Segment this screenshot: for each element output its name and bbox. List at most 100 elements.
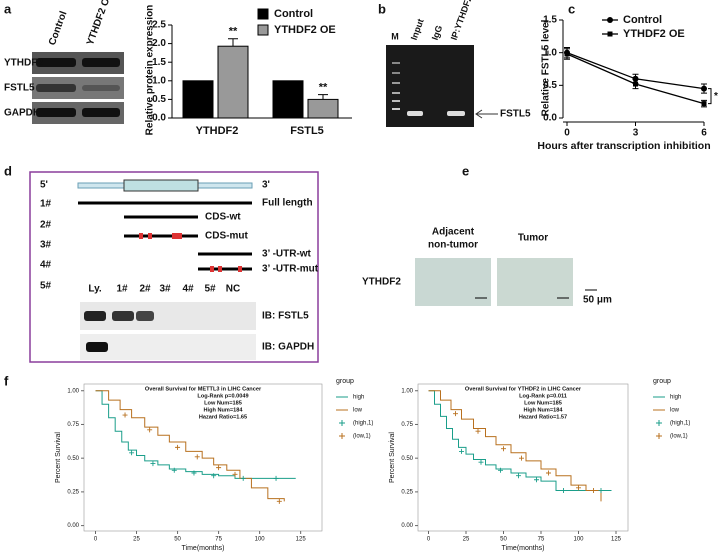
censor-mark [546, 470, 551, 476]
y-tick-label: 0.00 [401, 523, 413, 529]
gel-band [447, 111, 465, 116]
plot-title: Hazard Ratio=1.57 [519, 414, 567, 420]
legend-label: high [353, 395, 364, 401]
legend-title: group [653, 378, 671, 385]
blot-strip [32, 77, 124, 99]
censor-mark [534, 477, 539, 483]
blot-label: IB: FSTL5 [262, 311, 309, 322]
y-tick-label: 2.5 [152, 20, 166, 31]
blot-band [36, 108, 76, 117]
x-axis-label: Time(months) [502, 545, 545, 552]
mutation [148, 233, 152, 239]
x-tick-label: 100 [255, 537, 266, 543]
panel-label: c [568, 1, 575, 16]
plot-title: Overall Survival for METTL3 in LIHC Canc… [145, 386, 262, 392]
construct-number: 2# [40, 220, 52, 231]
row-label: YTHDF2 [4, 58, 43, 69]
mutation [172, 233, 182, 239]
legend-label: low [670, 408, 680, 414]
y-axis-label: Relative protein expression [145, 5, 156, 136]
lane-label: IgG [430, 24, 445, 42]
lane-label: 2# [139, 284, 151, 295]
censor-mark [591, 488, 596, 494]
error-bar [228, 38, 238, 47]
censor-mark [561, 488, 566, 494]
x-tick-label: 75 [538, 537, 545, 543]
censor-mark [453, 411, 458, 417]
legend-label: Control [623, 14, 662, 26]
mutation [238, 266, 242, 272]
y-tick-label: 0.5 [152, 94, 166, 105]
x-tick-label: 0 [564, 128, 570, 139]
ihc-image [415, 258, 491, 306]
survival-curve [95, 390, 285, 502]
y-tick-label: 2.0 [152, 38, 166, 49]
plot-title: Low Num=185 [204, 400, 242, 406]
significance: ** [319, 81, 328, 93]
blot-band [36, 58, 76, 67]
legend-marker [607, 31, 613, 37]
survival-curve [428, 390, 612, 492]
construct-number: 3# [40, 240, 52, 251]
y-tick-label: 0.50 [67, 456, 79, 462]
legend-swatch [257, 8, 269, 20]
censor-mark [122, 412, 128, 418]
marker [701, 85, 707, 92]
x-tick-label: 50 [500, 537, 507, 543]
y-tick-label: 1.5 [543, 15, 557, 26]
marker [632, 75, 639, 82]
survival-curve [95, 390, 296, 479]
plot-area [417, 383, 629, 532]
blot-strip [80, 302, 256, 330]
y-axis-label: Relative FSTL5 level [541, 19, 552, 116]
x-tick-label: FSTL5 [290, 125, 324, 137]
bar [217, 45, 249, 119]
y-tick-label: 1.00 [67, 388, 79, 394]
plot-title: High Num=184 [523, 407, 563, 413]
y-tick-label: 0.5 [543, 80, 557, 91]
x-tick-label: 125 [296, 537, 307, 543]
blot-strip [32, 102, 124, 124]
x-tick-label: 50 [174, 537, 181, 543]
column-label: Adjacent [432, 227, 475, 238]
column-label: YTHDF2 OE [85, 0, 115, 47]
lane-label: IP:YTHDF2 [449, 0, 474, 41]
censor-mark [150, 461, 156, 467]
ladder-band [392, 108, 400, 110]
y-tick-label: 1.0 [543, 47, 557, 58]
scale-label: 50 μm [583, 295, 612, 306]
legend-marker [339, 433, 345, 439]
plot-title: Overall Survival for YTHDF2 in LIHC Canc… [465, 386, 582, 392]
censor-mark [475, 428, 481, 434]
ladder-band [392, 92, 400, 94]
legend-label: (low,1) [353, 434, 371, 440]
x-tick-label: 6 [701, 128, 707, 139]
blot-band [82, 58, 120, 67]
error-bar [318, 94, 328, 100]
y-tick-label: 1.5 [152, 57, 166, 68]
blot-band [112, 311, 134, 321]
lane-label: M [391, 31, 399, 41]
x-tick-label: 100 [573, 537, 584, 543]
lane-label: 1# [116, 284, 128, 295]
y-tick-label: 0.25 [67, 489, 79, 495]
construct-number: 4# [40, 260, 52, 271]
panel-label: e [462, 163, 469, 178]
y-tick-label: 0.00 [67, 523, 79, 529]
censor-mark [147, 427, 153, 433]
blot-strip [80, 334, 256, 360]
legend-marker [339, 420, 345, 426]
legend-swatch [257, 24, 269, 36]
censor-mark [211, 473, 217, 479]
panel-label: d [4, 163, 12, 178]
column-label: Tumor [518, 233, 548, 244]
significance: ** [229, 26, 238, 38]
censor-mark [459, 448, 464, 454]
significance-bracket [708, 88, 712, 105]
bar [182, 80, 214, 119]
panel-label: f [4, 373, 9, 388]
legend-marker [607, 17, 613, 23]
construct-number: 1# [40, 199, 52, 210]
mrna-cds [123, 179, 199, 192]
